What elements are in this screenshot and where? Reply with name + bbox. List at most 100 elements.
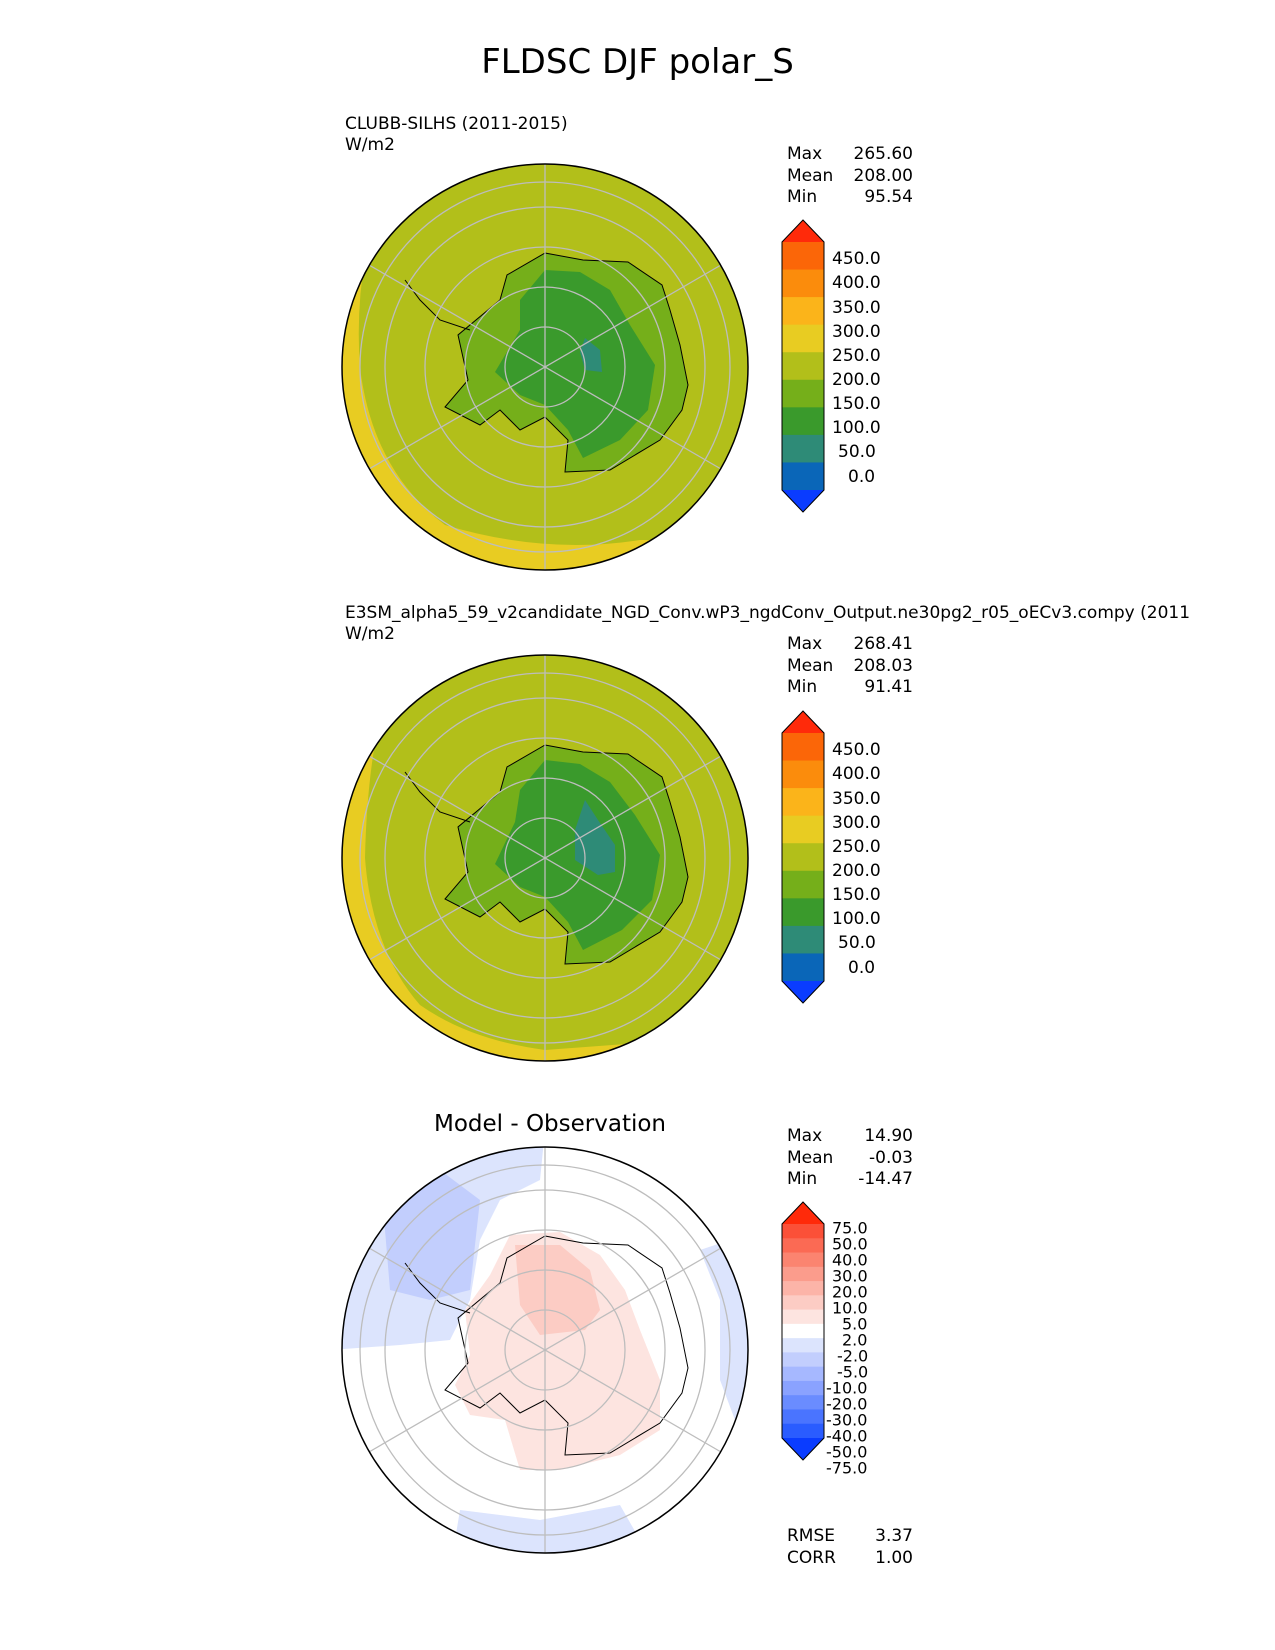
colorbar-tick: -30.0: [826, 1410, 868, 1430]
colorbar-tick: 300.0: [832, 322, 881, 342]
stat-value: -14.47: [858, 1169, 913, 1189]
stat-label: Min: [787, 677, 818, 697]
colorbar-segment: [782, 1252, 824, 1268]
colorbar-segment: [782, 1366, 824, 1382]
colorbar-tick: 50.0: [832, 1234, 868, 1254]
colorbar-segment: [782, 1323, 824, 1339]
colorbar-1: [781, 219, 825, 513]
colorbar-segment: [782, 760, 824, 789]
colorbar-outline: [781, 710, 825, 1004]
panel-2-units: W/m2: [345, 624, 395, 644]
colorbar-segment: [782, 242, 824, 271]
stat-min: Min -14.47: [787, 1169, 913, 1191]
colorbar-segment: [782, 843, 824, 872]
stat-mean: Mean 208.03: [787, 656, 913, 678]
colorbar-tick: 150.0: [832, 394, 881, 414]
colorbar-tick: -40.0: [826, 1426, 868, 1446]
colorbar-tick: -75.0: [826, 1458, 868, 1478]
map-boundary: [341, 1146, 749, 1554]
stat-label: Mean: [787, 165, 834, 186]
colorbar-segment: [782, 925, 824, 954]
colorbar-tick: 5.0: [842, 1314, 868, 1334]
colorbar-segment: [782, 870, 824, 899]
panel-2-title-line1: E3SM_alpha5_59_v2candidate_NGD_Conv.wP3_…: [345, 603, 1191, 623]
colorbar-tick: 250.0: [832, 837, 881, 857]
colorbar-tick: 200.0: [832, 861, 881, 881]
positive-region: [455, 1232, 660, 1470]
negative-region-strong: [380, 1170, 480, 1300]
colorbar-segment: [782, 953, 824, 982]
stat-corr: CORR 1.00: [787, 1548, 913, 1570]
colorbar-segment: [782, 1266, 824, 1282]
stat-max: Max 14.90: [787, 1126, 913, 1148]
colorbar-segment: [782, 1295, 824, 1311]
stat-label: Max: [787, 634, 823, 654]
stat-label: Max: [787, 144, 823, 164]
colorbar-tick: -10.0: [826, 1378, 868, 1398]
colorbar-extend-low: [782, 1438, 824, 1460]
stat-value: 265.60: [853, 144, 913, 164]
colorbar-segment: [782, 1352, 824, 1368]
colorbar-tick: 250.0: [832, 346, 881, 366]
colorbar-segment: [782, 733, 824, 762]
stat-label: CORR: [787, 1547, 836, 1568]
colorbar-segment: [782, 1423, 824, 1439]
colorbar-tick: -2.0: [837, 1346, 869, 1366]
colorbar-segment: [782, 788, 824, 817]
colorbar-tick: 2.0: [842, 1330, 868, 1350]
map-boundary: [341, 163, 749, 571]
colorbar-segment: [782, 297, 824, 326]
colorbar-tick: 450.0: [832, 249, 881, 269]
colorbar-extend-high: [782, 1202, 824, 1224]
colorbar-tick: 40.0: [832, 1250, 868, 1270]
colorbar-tick: 450.0: [832, 740, 881, 760]
peninsula-coast: [404, 771, 471, 823]
stat-max: Max 265.60: [787, 144, 913, 166]
stat-value: 208.00: [853, 165, 913, 186]
stat-label: RMSE: [787, 1526, 836, 1546]
colorbar-tick: 0.0: [848, 958, 876, 978]
panel-3-stats: Max 14.90 Mean -0.03 Min -14.47: [787, 1126, 913, 1191]
colorbar-tick: 350.0: [832, 298, 881, 318]
colorbar-tick: 20.0: [832, 1282, 868, 1302]
stat-value: 3.37: [875, 1526, 913, 1546]
figure-title: FLDSC DJF polar_S: [481, 42, 794, 82]
colorbar-segment: [782, 352, 824, 381]
colorbar-outline: [781, 1201, 825, 1461]
colorbar-tick: 100.0: [832, 909, 881, 929]
stat-value: 1.00: [875, 1547, 913, 1568]
colorbar-tick: 10.0: [832, 1298, 868, 1318]
colorbar-segment: [782, 434, 824, 463]
panel-1-units: W/m2: [345, 135, 395, 155]
colorbar-tick: 75.0: [832, 1218, 868, 1238]
stat-label: Min: [787, 1169, 818, 1189]
stat-label: Max: [787, 1126, 823, 1146]
panel-1-stats: Max 265.60 Mean 208.00 Min 95.54: [787, 144, 913, 209]
colorbar-tick: 350.0: [832, 789, 881, 809]
stat-label: Mean: [787, 1147, 834, 1168]
colorbar-tick: 0.0: [848, 467, 876, 487]
colorbar-segment: [782, 1309, 824, 1325]
colorbar-outline: [781, 219, 825, 513]
antarctica-core: [580, 338, 602, 372]
colorbar-segment: [782, 462, 824, 491]
colorbar-tick: 400.0: [832, 273, 881, 293]
graticule: [359, 1147, 731, 1553]
colorbar-segment: [782, 407, 824, 436]
colorbar-segment: [782, 1338, 824, 1353]
map-boundary: [341, 654, 749, 1062]
colorbar-extend-low: [782, 490, 824, 512]
graticule: [359, 655, 731, 1061]
stat-rmse: RMSE 3.37: [787, 1526, 913, 1548]
colorbar-segment: [782, 1281, 824, 1296]
colorbar-segment: [782, 898, 824, 927]
colorbar-3: [781, 1201, 825, 1461]
panel-2-stats: Max 268.41 Mean 208.03 Min 91.41: [787, 634, 913, 699]
stat-max: Max 268.41: [787, 634, 913, 656]
polar-map-3: [342, 1147, 748, 1553]
stat-label: Min: [787, 187, 818, 207]
panel-2-title: E3SM_alpha5_59_v2candidate_NGD_Conv.wP3_…: [345, 603, 1190, 645]
